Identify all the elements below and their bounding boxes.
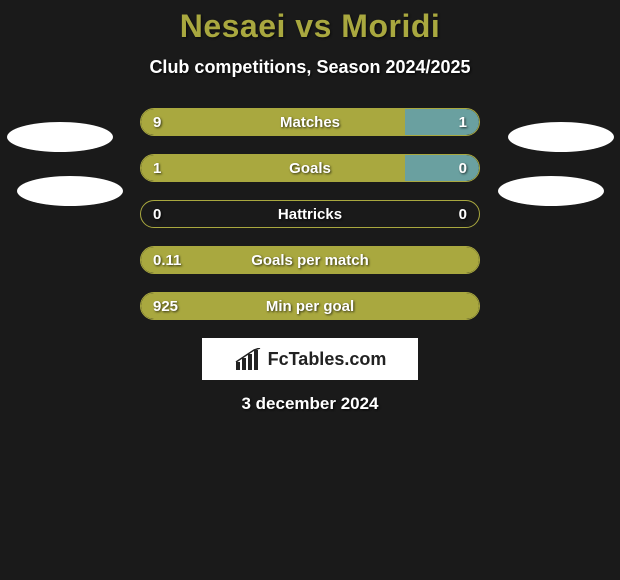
stat-row: 9Matches1 [140, 108, 480, 136]
stat-label: Hattricks [141, 201, 479, 228]
stat-row: 0.11Goals per match [140, 246, 480, 274]
player-oval [508, 122, 614, 152]
stat-row: 1Goals0 [140, 154, 480, 182]
fctables-logo: FcTables.com [202, 338, 418, 380]
stat-label: Matches [141, 109, 479, 136]
stat-label: Min per goal [141, 293, 479, 320]
stat-right-value: 0 [459, 155, 467, 182]
player-oval [498, 176, 604, 206]
player-oval [7, 122, 113, 152]
stat-row: 0Hattricks0 [140, 200, 480, 228]
stat-right-value: 0 [459, 201, 467, 228]
stat-row: 925Min per goal [140, 292, 480, 320]
player-oval [17, 176, 123, 206]
stat-label: Goals [141, 155, 479, 182]
logo-text: FcTables.com [268, 349, 387, 370]
stat-right-value: 1 [459, 109, 467, 136]
bar-chart-icon [234, 348, 262, 370]
date: 3 december 2024 [0, 394, 620, 414]
stat-label: Goals per match [141, 247, 479, 274]
page-title: Nesaei vs Moridi [0, 8, 620, 45]
subtitle: Club competitions, Season 2024/2025 [0, 57, 620, 78]
